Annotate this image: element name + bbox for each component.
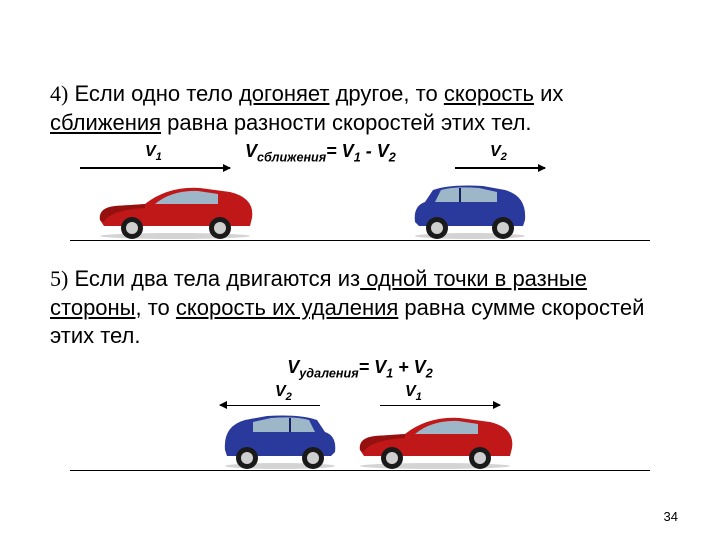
ground-line-4	[70, 240, 650, 241]
formula-5-row: Vудаления= V1 + V2	[50, 357, 670, 381]
rule4-number: 4)	[50, 81, 68, 106]
page-number: 34	[664, 509, 678, 524]
v2-label-d4: V2	[490, 143, 507, 163]
formula-4: Vсближения= V1 - V2	[245, 141, 396, 165]
rule5-text: 5) Если два тела двигаются из одной точк…	[50, 265, 670, 351]
v1-label-d5: V1	[405, 383, 422, 403]
diagram-4: V1 Vсближения= V1 - V2 V2	[50, 141, 670, 241]
blue-car-d5	[215, 408, 345, 470]
formula-5: Vудаления= V1 + V2	[287, 357, 432, 377]
rule4-text: 4) Если одно тело догоняет другое, то ск…	[50, 80, 670, 137]
rule5-number: 5)	[50, 266, 68, 291]
v1-arrow-d5	[380, 405, 500, 406]
v1-label-d4: V1	[145, 143, 162, 163]
blue-car-d4	[405, 178, 535, 240]
ground-line-5	[70, 470, 650, 471]
v2-arrow-d4	[455, 167, 545, 168]
red-car-d4	[90, 178, 260, 240]
v1-arrow-d4	[80, 167, 230, 168]
v2-arrow-d5	[220, 405, 320, 406]
diagram-5: V2 V1	[50, 385, 670, 471]
red-car-d5	[350, 408, 520, 470]
v2-label-d5: V2	[275, 383, 292, 403]
